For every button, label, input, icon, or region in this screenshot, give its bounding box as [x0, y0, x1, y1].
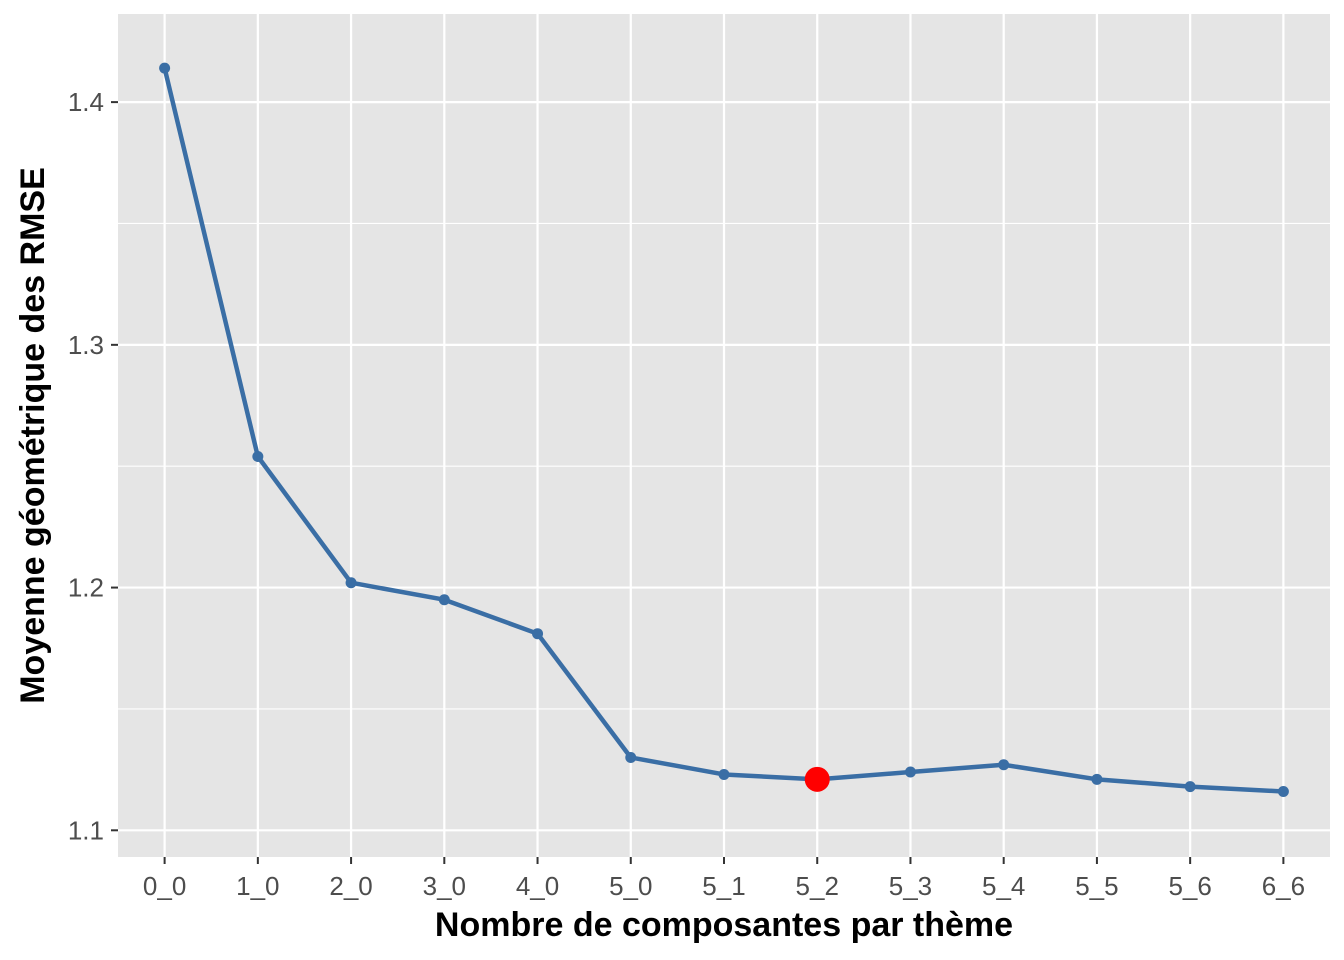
x-tick-label: 0_0 — [143, 871, 186, 901]
data-point — [625, 751, 637, 763]
y-tick-label: 1.4 — [68, 87, 104, 117]
data-point — [718, 768, 730, 780]
x-axis-title: Nombre de composantes par thème — [435, 906, 1013, 944]
axis-ticks — [111, 101, 1285, 864]
data-point — [1184, 781, 1196, 793]
x-tick-label: 5_1 — [702, 871, 745, 901]
highlight-layer — [804, 766, 830, 792]
y-axis-title: Moyenne géométrique des RMSE — [14, 167, 52, 704]
data-point — [345, 577, 357, 589]
y-tick-label: 1.1 — [68, 815, 104, 845]
data-point — [438, 594, 450, 606]
data-point — [1091, 773, 1103, 785]
x-tick-label: 5_6 — [1168, 871, 1211, 901]
data-point — [1277, 785, 1289, 797]
x-tick-labels: 0_0 1_0 2_0 3_0 4_0 5_0 5_1 5_2 5_3 5_4 5_5 5_6 6_6 — [143, 871, 1305, 901]
data-point — [998, 759, 1010, 771]
x-tick-label: 4_0 — [516, 871, 559, 901]
data-point — [252, 450, 264, 462]
x-tick-label: 5_5 — [1075, 871, 1118, 901]
y-tick-label: 1.3 — [68, 330, 104, 360]
data-point — [532, 628, 544, 640]
x-tick-label: 5_0 — [609, 871, 652, 901]
data-point — [159, 62, 171, 74]
x-tick-label: 3_0 — [423, 871, 466, 901]
x-tick-label: 1_0 — [236, 871, 279, 901]
y-tick-labels: 1.1 1.2 1.3 1.4 — [68, 87, 104, 845]
x-tick-label: 5_3 — [889, 871, 932, 901]
data-point — [904, 766, 916, 778]
series-layer — [159, 62, 1289, 797]
highlight-point — [804, 766, 830, 792]
x-tick-label: 6_6 — [1262, 871, 1305, 901]
y-tick-label: 1.2 — [68, 573, 104, 603]
x-tick-label: 2_0 — [329, 871, 372, 901]
x-tick-label: 5_4 — [982, 871, 1025, 901]
major-gridlines — [118, 14, 1330, 857]
x-tick-label: 5_2 — [796, 871, 839, 901]
